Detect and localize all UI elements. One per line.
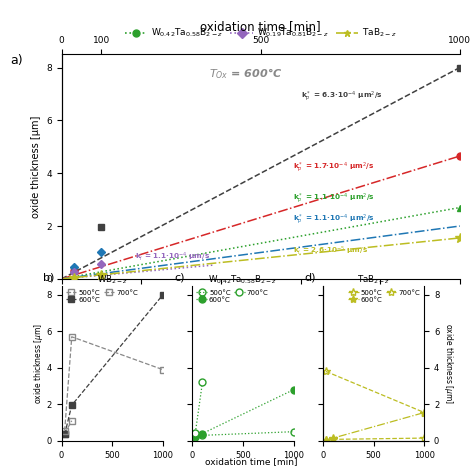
Text: k$_l$ = 1.1·10$^{-4}$ μm/s: k$_l$ = 1.1·10$^{-4}$ μm/s bbox=[135, 250, 210, 263]
Text: k$_p^*$ = 1.1·10$^{-4}$ μm$^2$/s: k$_p^*$ = 1.1·10$^{-4}$ μm$^2$/s bbox=[292, 191, 374, 206]
Text: k$_p^*$ = 1.1·10$^{-4}$ μm$^2$/s: k$_p^*$ = 1.1·10$^{-4}$ μm$^2$/s bbox=[292, 212, 374, 227]
Text: b): b) bbox=[44, 273, 55, 283]
Y-axis label: oxide thickness [μm]: oxide thickness [μm] bbox=[31, 116, 41, 218]
Text: k$_p^*$ = 1.7·10$^{-4}$ μm$^2$/s: k$_p^*$ = 1.7·10$^{-4}$ μm$^2$/s bbox=[292, 161, 374, 175]
Text: $T_{Ox}$ = 600°C: $T_{Ox}$ = 600°C bbox=[209, 66, 283, 81]
Title: TaB$_{2-z}$: TaB$_{2-z}$ bbox=[357, 273, 390, 286]
X-axis label: oxidation time [min]: oxidation time [min] bbox=[201, 20, 321, 33]
Text: c): c) bbox=[174, 273, 184, 283]
Text: k$_l$ = 2.6·10$^{-5}$ μm/s: k$_l$ = 2.6·10$^{-5}$ μm/s bbox=[292, 245, 368, 257]
Text: a): a) bbox=[10, 55, 22, 67]
Legend: 500°C, 600°C, 700°C: 500°C, 600°C, 700°C bbox=[65, 289, 138, 303]
Y-axis label: oxide thickness [$\mu$m]: oxide thickness [$\mu$m] bbox=[32, 323, 45, 404]
Text: k$_p^*$ = 6.3·10$^{-4}$ μm$^2$/s: k$_p^*$ = 6.3·10$^{-4}$ μm$^2$/s bbox=[301, 89, 382, 104]
Legend: 500°C, 600°C, 700°C: 500°C, 600°C, 700°C bbox=[347, 289, 421, 303]
Text: oxidation time [min]: oxidation time [min] bbox=[205, 457, 298, 466]
Title: WB$_{2-z}$: WB$_{2-z}$ bbox=[97, 273, 128, 286]
Title: W$_{0.42}$Ta$_{0.58}$B$_{2-z}$: W$_{0.42}$Ta$_{0.58}$B$_{2-z}$ bbox=[209, 273, 277, 286]
Y-axis label: oxide thickness [$\mu$m]: oxide thickness [$\mu$m] bbox=[442, 323, 455, 404]
Legend: W$_{0.42}$Ta$_{0.58}$B$_{2-z}$, W$_{0.19}$Ta$_{0.81}$B$_{2-z}$, TaB$_{2-z}$: W$_{0.42}$Ta$_{0.58}$B$_{2-z}$, W$_{0.19… bbox=[125, 27, 396, 39]
Text: d): d) bbox=[305, 273, 316, 283]
Legend: 500°C, 600°C, 700°C: 500°C, 600°C, 700°C bbox=[196, 289, 269, 303]
